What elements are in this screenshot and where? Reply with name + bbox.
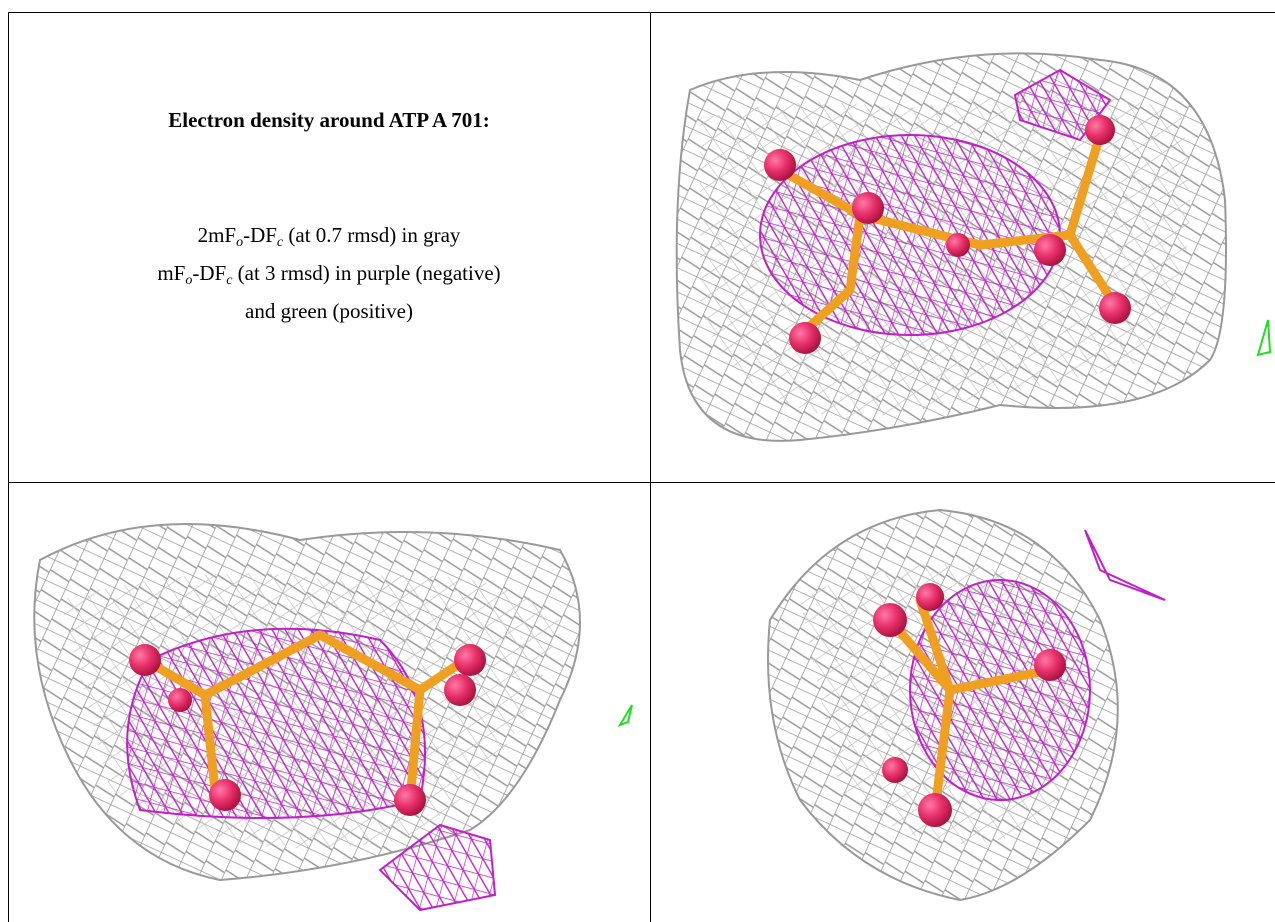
- text-run: -DF: [192, 261, 227, 285]
- text-run: -DF: [243, 223, 277, 247]
- text-run: (at 3 rmsd) in purple (negative): [232, 261, 501, 285]
- density-view-2: [33, 523, 633, 912]
- subscript: c: [226, 273, 233, 288]
- caption-cell: Electron density around ATP A 701: 2mFo-…: [8, 12, 650, 482]
- caption-line: and green (positive): [8, 296, 650, 326]
- subscript: c: [276, 235, 284, 250]
- caption-line: mFo-DFc (at 3 rmsd) in purple (negative): [8, 258, 650, 296]
- text-run: (at 0.7 rmsd) in gray: [283, 223, 461, 247]
- text-run: 2mF: [197, 223, 237, 247]
- caption-line: 2mFo-DFc (at 0.7 rmsd) in gray: [8, 220, 650, 258]
- table-borders: [8, 12, 1275, 922]
- subscript: o: [185, 273, 193, 288]
- caption-title: Electron density around ATP A 701:: [168, 108, 490, 132]
- subscript: o: [236, 235, 244, 250]
- density-view-1: [675, 52, 1272, 442]
- caption-description: 2mFo-DFc (at 0.7 rmsd) in gray mFo-DFc (a…: [8, 220, 650, 326]
- text-run: and green (positive): [245, 299, 413, 323]
- text-run: mF: [157, 261, 186, 285]
- density-view-3: [767, 508, 1166, 902]
